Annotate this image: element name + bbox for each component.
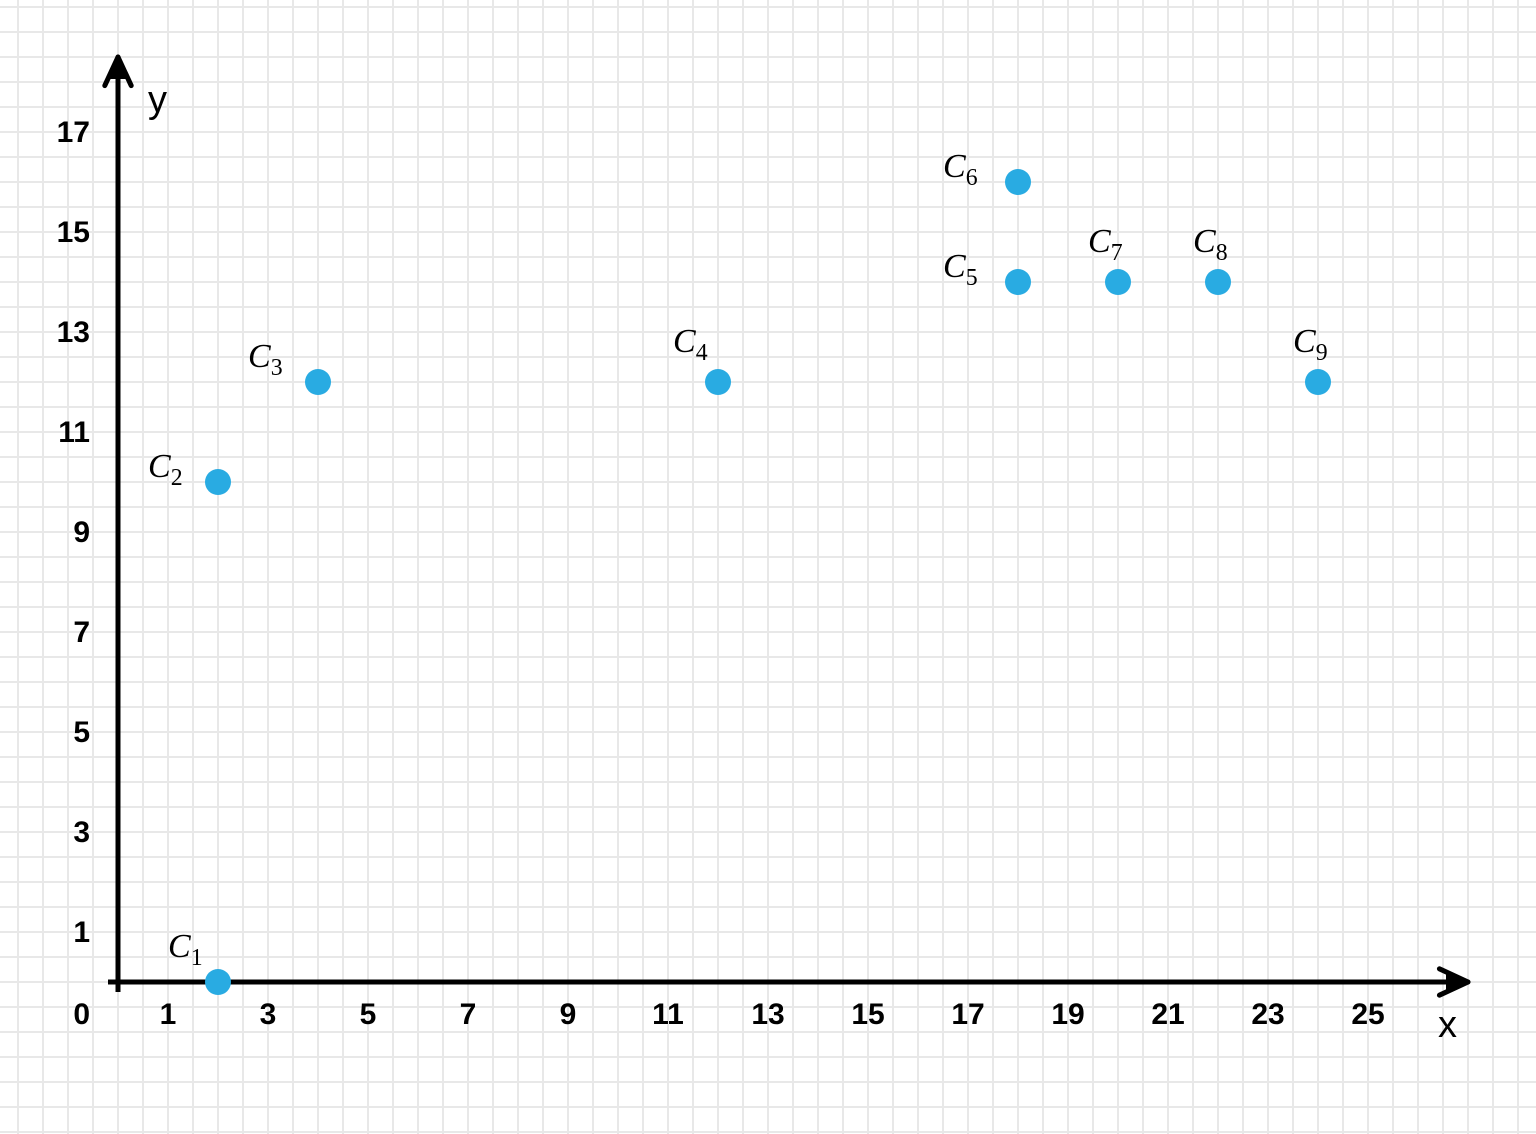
data-point bbox=[205, 969, 231, 995]
y-tick-label: 3 bbox=[73, 816, 90, 849]
data-point bbox=[1305, 369, 1331, 395]
data-point bbox=[705, 369, 731, 395]
data-point bbox=[1105, 269, 1131, 295]
data-point bbox=[1005, 169, 1031, 195]
x-axis-label: x bbox=[1438, 1004, 1457, 1046]
data-point bbox=[305, 369, 331, 395]
y-tick-label: 11 bbox=[58, 416, 90, 449]
data-point bbox=[1205, 269, 1231, 295]
x-tick-label: 13 bbox=[751, 998, 784, 1031]
x-tick-label: 1 bbox=[160, 998, 177, 1031]
origin-label: 0 bbox=[73, 998, 90, 1031]
y-axis-label: y bbox=[148, 79, 167, 121]
x-tick-label: 19 bbox=[1051, 998, 1084, 1031]
x-tick-label: 15 bbox=[851, 998, 884, 1031]
x-tick-label: 5 bbox=[360, 998, 377, 1031]
y-tick-label: 9 bbox=[73, 516, 90, 549]
x-tick-label: 21 bbox=[1151, 998, 1184, 1031]
y-tick-label: 17 bbox=[57, 116, 90, 149]
x-tick-label: 9 bbox=[560, 998, 577, 1031]
y-tick-label: 15 bbox=[57, 216, 90, 249]
x-tick-label: 11 bbox=[652, 998, 684, 1031]
data-point bbox=[205, 469, 231, 495]
x-tick-label: 3 bbox=[260, 998, 277, 1031]
scatter-chart: xy13579111315171921232513579111315170C1C… bbox=[0, 0, 1536, 1134]
x-tick-label: 23 bbox=[1251, 998, 1284, 1031]
y-tick-label: 5 bbox=[73, 716, 90, 749]
y-tick-label: 7 bbox=[73, 616, 90, 649]
x-tick-label: 17 bbox=[951, 998, 984, 1031]
data-point bbox=[1005, 269, 1031, 295]
x-tick-label: 7 bbox=[460, 998, 477, 1031]
chart-svg: xy13579111315171921232513579111315170C1C… bbox=[0, 0, 1536, 1134]
y-tick-label: 13 bbox=[57, 316, 90, 349]
x-tick-label: 25 bbox=[1351, 998, 1384, 1031]
y-tick-label: 1 bbox=[73, 916, 90, 949]
